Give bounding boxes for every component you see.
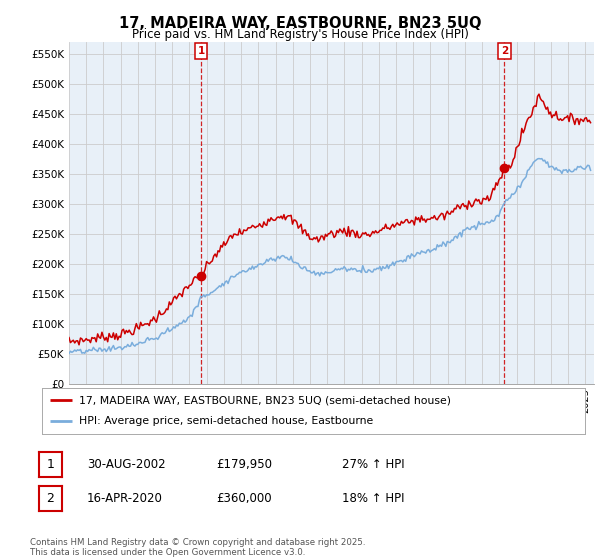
Text: 18% ↑ HPI: 18% ↑ HPI: [342, 492, 404, 505]
Text: 27% ↑ HPI: 27% ↑ HPI: [342, 458, 404, 471]
Text: Price paid vs. HM Land Registry's House Price Index (HPI): Price paid vs. HM Land Registry's House …: [131, 28, 469, 41]
Text: 17, MADEIRA WAY, EASTBOURNE, BN23 5UQ: 17, MADEIRA WAY, EASTBOURNE, BN23 5UQ: [119, 16, 481, 31]
Text: HPI: Average price, semi-detached house, Eastbourne: HPI: Average price, semi-detached house,…: [79, 417, 373, 427]
Text: 2: 2: [47, 492, 55, 505]
Text: 1: 1: [197, 46, 205, 56]
Text: £360,000: £360,000: [216, 492, 272, 505]
Text: 1: 1: [47, 458, 55, 471]
Text: 16-APR-2020: 16-APR-2020: [87, 492, 163, 505]
Text: 2: 2: [500, 46, 508, 56]
Text: 30-AUG-2002: 30-AUG-2002: [87, 458, 166, 471]
Text: £179,950: £179,950: [216, 458, 272, 471]
Text: Contains HM Land Registry data © Crown copyright and database right 2025.
This d: Contains HM Land Registry data © Crown c…: [30, 538, 365, 557]
Text: 17, MADEIRA WAY, EASTBOURNE, BN23 5UQ (semi-detached house): 17, MADEIRA WAY, EASTBOURNE, BN23 5UQ (s…: [79, 395, 451, 405]
